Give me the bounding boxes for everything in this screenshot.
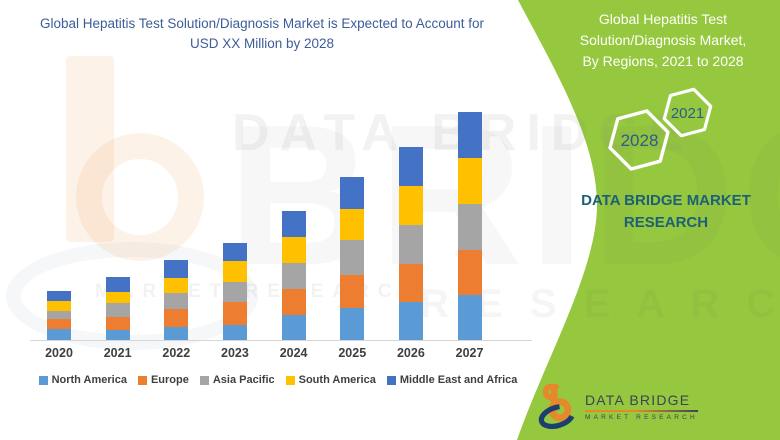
chart-title-line2: Account for USD XX Million by 2028 bbox=[189, 16, 484, 51]
side-panel-title-line1: Global Hepatitis Test bbox=[598, 11, 728, 27]
legend-label: South America bbox=[298, 374, 376, 386]
legend-label: Europe bbox=[150, 374, 189, 386]
year-hexagons: 2028 2021 bbox=[608, 87, 713, 171]
legend-label: North America bbox=[51, 374, 127, 386]
legend-swatch bbox=[137, 375, 147, 385]
side-panel-brand-text: DATA BRIDGE MARKET RESEARCH bbox=[560, 190, 772, 234]
chart-legend: North America Europe Asia Pacific South Ame… bbox=[24, 374, 532, 386]
legend-item-middle-east-and-africa: Middle East and Africa bbox=[386, 374, 518, 386]
legend-swatch bbox=[285, 375, 295, 385]
logo-tagline: MARKET RESEARCH bbox=[585, 413, 698, 421]
legend-swatch bbox=[199, 375, 209, 385]
logo-underline bbox=[585, 409, 698, 412]
legend-label: Middle East and Africa bbox=[399, 374, 518, 386]
databridge-logo-mark bbox=[538, 383, 576, 429]
hexagon-2021-label: 2021 bbox=[671, 105, 704, 122]
databridge-logo: DATA BRIDGE MARKET RESEARCH bbox=[538, 383, 698, 429]
side-panel-title-line3: By Regions, 2021 to 2028 bbox=[582, 53, 744, 69]
side-panel-title-line2: Solution/Diagnosis Market, bbox=[579, 32, 747, 48]
legend-label: Asia Pacific bbox=[212, 374, 275, 386]
chart-title-line1: Global Hepatitis Test Solution/Diagnosis… bbox=[40, 16, 413, 31]
hexagon-2028-outline bbox=[608, 109, 670, 171]
databridge-logo-text: DATA BRIDGE MARKET RESEARCH bbox=[585, 392, 698, 421]
side-panel-brand-line2: RESEARCH bbox=[623, 213, 709, 231]
legend-item-asia-pacific: Asia Pacific bbox=[199, 374, 275, 386]
logo-brand-name: DATA BRIDGE bbox=[585, 391, 691, 408]
hexagon-2028-label: 2028 bbox=[621, 131, 659, 150]
legend-item-europe: Europe bbox=[137, 374, 189, 386]
legend-item-south-america: South America bbox=[285, 374, 376, 386]
side-panel-title: Global Hepatitis Test Solution/Diagnosis… bbox=[556, 9, 770, 72]
side-panel-brand-line1: DATA BRIDGE MARKET bbox=[581, 192, 751, 209]
green-panel-shape-path bbox=[517, 0, 780, 440]
hexagon-2021-outline bbox=[662, 87, 713, 138]
legend-swatch bbox=[386, 375, 396, 385]
legend-swatch bbox=[38, 375, 48, 385]
legend-item-north-america: North America bbox=[38, 374, 127, 386]
chart-title: Global Hepatitis Test Solution/Diagnosis… bbox=[28, 14, 496, 53]
